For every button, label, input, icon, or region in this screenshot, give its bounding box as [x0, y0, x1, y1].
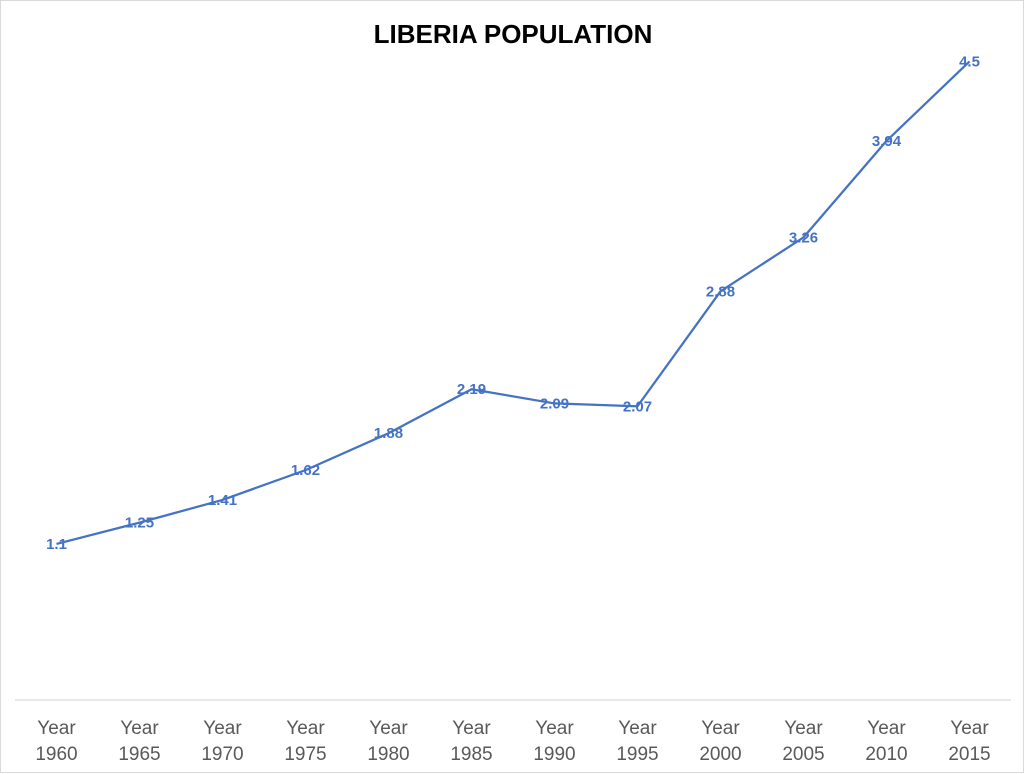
x-tick-label: Year 1975 [284, 718, 326, 765]
x-axis-tick-labels: Year 1960 Year 1965 Year 1970 Year 1975 Year 1980… [35, 718, 990, 765]
data-label: 1.88 [374, 425, 403, 442]
x-tick-label: Year 1965 [118, 718, 160, 765]
data-labels: 1.1 1.25 1.41 1.62 1.88 2.19 2.09 2.07 2.88 3.26 3… [46, 53, 980, 552]
data-label: 1.25 [125, 515, 154, 532]
x-tick-label: Year 2015 [948, 718, 990, 765]
x-tick-label: Year 1960 [35, 718, 77, 765]
data-label: 1.1 [46, 536, 67, 553]
data-label: 1.62 [291, 462, 320, 479]
chart-title: LIBERIA POPULATION [374, 19, 653, 49]
data-label: 3.94 [872, 133, 902, 150]
data-label: 2.07 [623, 398, 652, 415]
data-label: 2.88 [706, 283, 735, 300]
data-label: 2.19 [457, 381, 486, 398]
population-series-line [56, 60, 971, 545]
x-tick-label: Year 2000 [699, 718, 741, 765]
data-label: 1.41 [208, 492, 237, 509]
x-tick-label: Year 2005 [782, 718, 824, 765]
x-tick-label: Year 1995 [616, 718, 658, 765]
data-label: 2.09 [540, 395, 569, 412]
data-label: 3.26 [789, 229, 818, 246]
x-tick-label: Year 1970 [201, 718, 243, 765]
data-label: 4.5 [959, 53, 980, 70]
x-tick-label: Year 1980 [367, 718, 409, 765]
x-tick-label: Year 1990 [533, 718, 575, 765]
x-tick-label: Year 2010 [865, 718, 907, 765]
x-tick-label: Year 1985 [450, 718, 492, 765]
